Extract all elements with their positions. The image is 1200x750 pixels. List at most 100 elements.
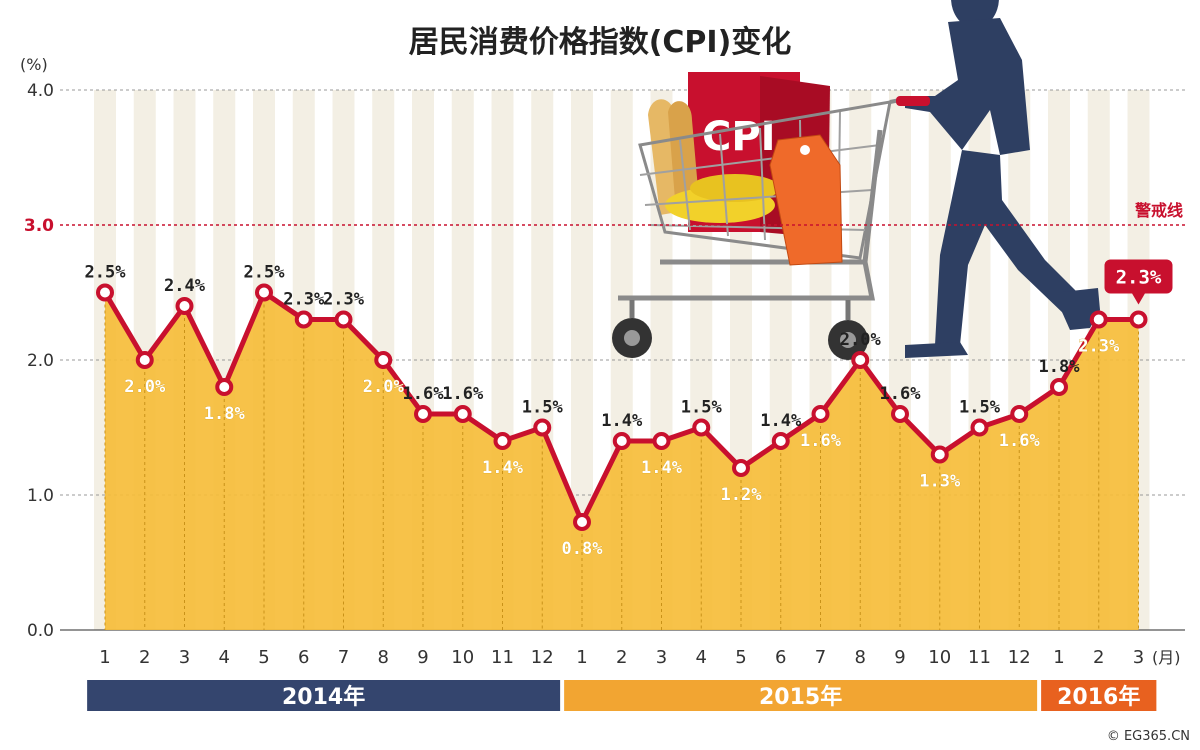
data-point [811,405,830,423]
x-axis-ticks: 1 2 3 4 5 6 7 8 9 10 11 12 1 2 3 4 5 6 7 8 9 10 11 12 1 2 3 [99,647,1144,668]
x-tick-label: 9 [894,647,905,668]
x-tick-label: 7 [815,647,826,668]
cpi-bag-text: CPI [702,114,776,160]
data-label: 1.5% [522,398,564,418]
data-point [612,432,631,450]
data-label: 1.4% [760,411,802,431]
x-tick-label: 7 [338,647,349,668]
data-point [255,283,273,302]
warning-line-label: 警戒线 [1134,201,1183,220]
x-tick-label: 3 [1133,647,1144,668]
x-tick-label: 5 [735,647,746,668]
year-bands: 2014年 2015年 2016年 [87,680,1157,711]
data-point [493,432,512,450]
shopping-illustration: CPI [612,0,1100,360]
data-point [652,432,671,450]
x-tick-label: 2 [1093,647,1104,668]
price-tag-icon [769,134,843,266]
x-tick-label: 6 [298,647,309,668]
data-label: 2.4% [164,276,206,296]
x-tick-label: 4 [696,647,707,668]
data-label: 1.6% [442,384,484,404]
data-point [1010,405,1029,423]
x-tick-label: 4 [219,647,230,668]
data-point [573,513,591,531]
shopper-silhouette-icon [905,0,1100,358]
area-layer [104,292,1139,630]
chart-title: 居民消费价格指数(CPI)变化 [409,25,792,60]
data-point [1129,310,1148,329]
x-tick-label: 10 [928,647,951,668]
y-tick-label: 3.0 [24,216,54,236]
year-band [1041,680,1157,711]
data-point [851,351,870,369]
y-tick-label: 4.0 [27,81,54,101]
data-points [96,283,1148,531]
data-label: 1.6% [403,384,445,404]
x-tick-label: 3 [179,647,190,668]
data-label: 1.2% [721,485,763,505]
data-point [970,418,989,437]
data-labels: 2.5%2.0%2.4%1.8%2.5%2.3%2.3%2.0%1.6%1.6%… [85,259,1173,559]
data-label: 1.4% [482,458,524,478]
callout-box [1104,259,1173,294]
callout-label: 2.3% [1116,267,1162,289]
x-tick-label: 8 [855,647,866,668]
year-band [87,680,561,711]
x-tick-label: 10 [451,647,474,668]
data-label: 2.3% [323,290,365,310]
data-point [1089,310,1108,329]
data-label: 1.4% [601,411,643,431]
data-point [771,432,790,450]
data-label: 2.0% [124,377,166,397]
x-tick-label: 2 [616,647,627,668]
data-label: 2.0% [363,377,405,397]
x-tick-label: 6 [775,647,786,668]
data-point [334,310,353,329]
data-point [533,418,552,437]
x-axis-unit: (月) [1152,648,1181,667]
year-label: 2015年 [759,684,842,710]
data-label: 1.3% [919,472,961,492]
year-band [564,680,1038,711]
x-tick-label: 1 [576,647,587,668]
data-label: 1.4% [641,458,683,478]
x-tick-label: 1 [99,647,110,668]
copyright-credit: © EG365.CN [1107,729,1190,744]
y-tick-label: 2.0 [27,351,54,371]
x-tick-label: 5 [258,647,269,668]
data-point [1050,378,1068,396]
x-tick-label: 9 [417,647,428,668]
data-label: 1.6% [880,384,922,404]
data-point [374,351,393,369]
data-label: 1.5% [959,398,1001,418]
data-point [453,405,472,423]
data-label: 2.5% [244,263,286,283]
y-tick-label: 0.0 [27,621,54,641]
data-label: 0.8% [562,539,604,559]
y-axis-unit: (%) [20,55,48,74]
y-axis-ticks: 0.0 1.0 2.0 3.0 4.0 [24,81,54,641]
data-label: 2.5% [85,263,127,283]
data-label: 1.8% [1039,357,1081,377]
x-tick-label: 2 [139,647,150,668]
data-point [215,378,234,396]
data-label: 1.6% [999,431,1041,451]
y-tick-label: 1.0 [27,486,54,506]
year-label: 2014年 [282,684,365,710]
warning-line: 警戒线 [60,201,1185,226]
data-label: 2.0% [840,330,882,350]
callout-pointer [1131,292,1146,305]
data-point [135,351,154,369]
data-label: 1.6% [800,431,842,451]
x-tick-label: 11 [968,647,991,668]
data-point [891,405,909,423]
data-point [414,405,432,423]
data-label: 2.3% [1078,337,1120,357]
data-point [692,418,711,437]
data-label: 1.8% [204,404,246,424]
x-tick-label: 12 [1008,647,1031,668]
year-label: 2016年 [1057,684,1140,710]
data-point [294,310,313,329]
